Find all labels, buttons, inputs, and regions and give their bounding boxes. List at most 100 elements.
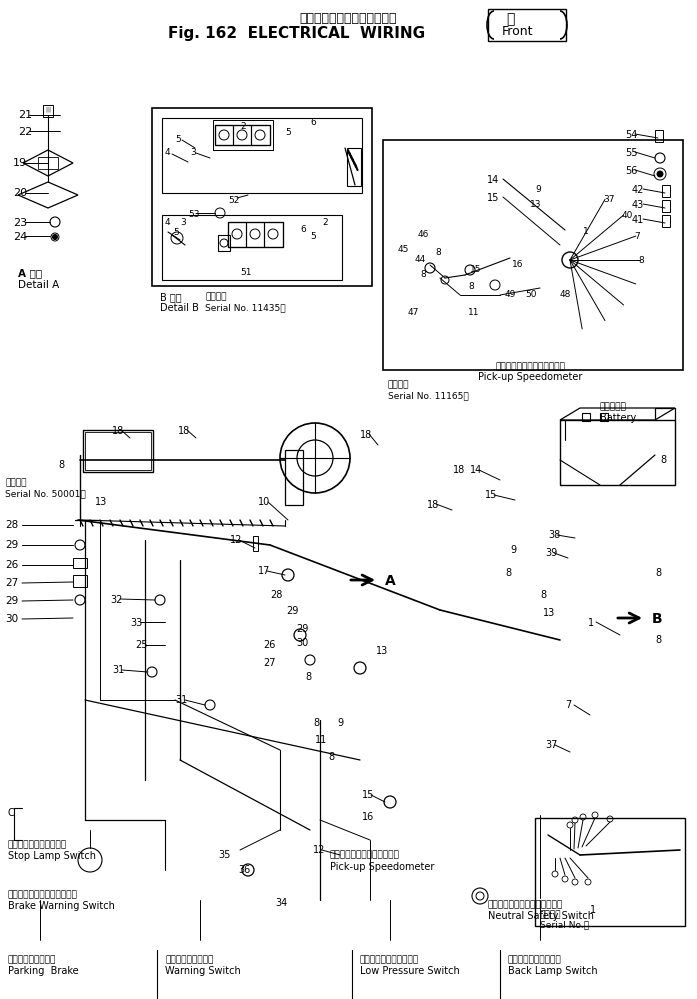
Text: 19: 19 [13, 158, 27, 168]
Text: 5: 5 [173, 228, 178, 237]
Bar [560, 420, 675, 485]
Text: 8: 8 [305, 672, 311, 682]
Text: 8: 8 [660, 455, 666, 465]
Text: 8: 8 [638, 256, 644, 265]
Text: －バッテリ: －バッテリ [600, 402, 627, 411]
Bar [162, 215, 342, 280]
Text: ロープレッシャスイッチ: ロープレッシャスイッチ [360, 955, 419, 964]
Text: Battery: Battery [600, 413, 636, 423]
Text: 11: 11 [315, 735, 328, 745]
Text: 4: 4 [165, 218, 171, 227]
Text: A: A [385, 574, 396, 588]
Text: 8: 8 [420, 270, 426, 279]
Text: 38: 38 [548, 530, 560, 540]
Text: 54: 54 [625, 130, 637, 140]
Text: Serial No.～: Serial No.～ [540, 920, 589, 929]
Text: 27: 27 [5, 578, 18, 588]
Text: ストップランプスイッチ: ストップランプスイッチ [8, 840, 67, 849]
Bar [662, 215, 670, 227]
Bar [233, 125, 251, 145]
Text: 5: 5 [310, 232, 316, 241]
Text: 42: 42 [632, 185, 644, 195]
Text: 2: 2 [322, 218, 328, 227]
Text: 47: 47 [408, 308, 420, 317]
Text: 8: 8 [655, 635, 661, 645]
Text: 37: 37 [603, 196, 615, 205]
Text: バックランプスイッチ: バックランプスイッチ [508, 955, 562, 964]
Text: Low Pressure Switch: Low Pressure Switch [360, 966, 460, 976]
Bar [488, 9, 566, 41]
Text: ピックアップスピードメータ: ピックアップスピードメータ [330, 850, 400, 859]
Bar [535, 818, 685, 926]
Bar [43, 105, 53, 117]
Text: ピックアップスピードメータ: ピックアップスピードメータ [495, 362, 565, 371]
Text: 15: 15 [485, 490, 498, 500]
Text: 11: 11 [468, 308, 480, 317]
Bar [662, 200, 670, 212]
Text: 40: 40 [622, 211, 633, 220]
Text: 22: 22 [18, 127, 32, 137]
Text: 29: 29 [5, 540, 18, 550]
Bar [251, 125, 270, 145]
Text: 16: 16 [362, 812, 374, 822]
Bar [218, 235, 230, 251]
Text: 1: 1 [590, 905, 596, 915]
Text: Serial No. 11165～: Serial No. 11165～ [388, 391, 469, 400]
Text: Front: Front [502, 25, 533, 38]
Text: 35: 35 [218, 850, 231, 860]
Text: ブレーキワーニングスイッチ: ブレーキワーニングスイッチ [8, 890, 78, 899]
Text: Pick-up Speedometer: Pick-up Speedometer [330, 862, 434, 872]
Text: 8: 8 [468, 282, 474, 291]
Bar [662, 185, 670, 197]
Text: B: B [652, 612, 663, 626]
Text: 18: 18 [360, 430, 372, 440]
Bar [162, 118, 362, 193]
Text: 10: 10 [258, 497, 270, 507]
Text: Brake Warning Switch: Brake Warning Switch [8, 901, 115, 911]
Text: 12: 12 [313, 845, 325, 855]
Bar [285, 450, 303, 505]
Text: 29: 29 [5, 596, 18, 606]
Text: 25: 25 [135, 640, 148, 650]
Text: 16: 16 [512, 260, 523, 269]
Text: 28: 28 [5, 520, 18, 530]
Text: 13: 13 [543, 608, 556, 618]
Text: 53: 53 [188, 210, 199, 219]
Bar [383, 140, 683, 370]
Bar [83, 430, 153, 472]
Text: 44: 44 [415, 255, 427, 264]
Text: B 詳細: B 詳細 [160, 292, 182, 302]
Text: 6: 6 [310, 118, 316, 127]
Bar [655, 130, 663, 142]
Bar [215, 125, 233, 145]
Bar [73, 558, 87, 568]
Text: 36: 36 [238, 865, 250, 875]
Bar [152, 108, 372, 286]
Text: Serial No. 11435～: Serial No. 11435～ [205, 303, 286, 312]
Bar [246, 222, 264, 247]
Text: 1: 1 [588, 618, 594, 628]
Text: Fig. 162  ELECTRICAL  WIRING: Fig. 162 ELECTRICAL WIRING [168, 26, 425, 41]
Text: 52: 52 [228, 196, 239, 205]
Text: 55: 55 [625, 148, 638, 158]
Text: 30: 30 [5, 614, 18, 624]
Text: C: C [8, 808, 15, 818]
Text: パーキングブレーキ: パーキングブレーキ [8, 955, 56, 964]
Text: 27: 27 [263, 658, 275, 668]
Text: Detail A: Detail A [18, 280, 59, 290]
Text: 33: 33 [130, 618, 142, 628]
Text: 50: 50 [525, 290, 537, 299]
Text: Stop Lamp Switch: Stop Lamp Switch [8, 851, 96, 861]
Circle shape [52, 235, 57, 240]
Text: Pick-up Speedometer: Pick-up Speedometer [478, 372, 582, 382]
Text: 39: 39 [545, 548, 557, 558]
Text: 37: 37 [545, 740, 558, 750]
Text: 28: 28 [270, 590, 282, 600]
Text: 1: 1 [583, 227, 589, 236]
Text: 26: 26 [263, 640, 275, 650]
Text: 8: 8 [435, 248, 441, 257]
Text: 23: 23 [13, 218, 27, 228]
Text: 49: 49 [505, 290, 516, 299]
Text: 21: 21 [18, 110, 32, 120]
Bar [264, 222, 283, 247]
